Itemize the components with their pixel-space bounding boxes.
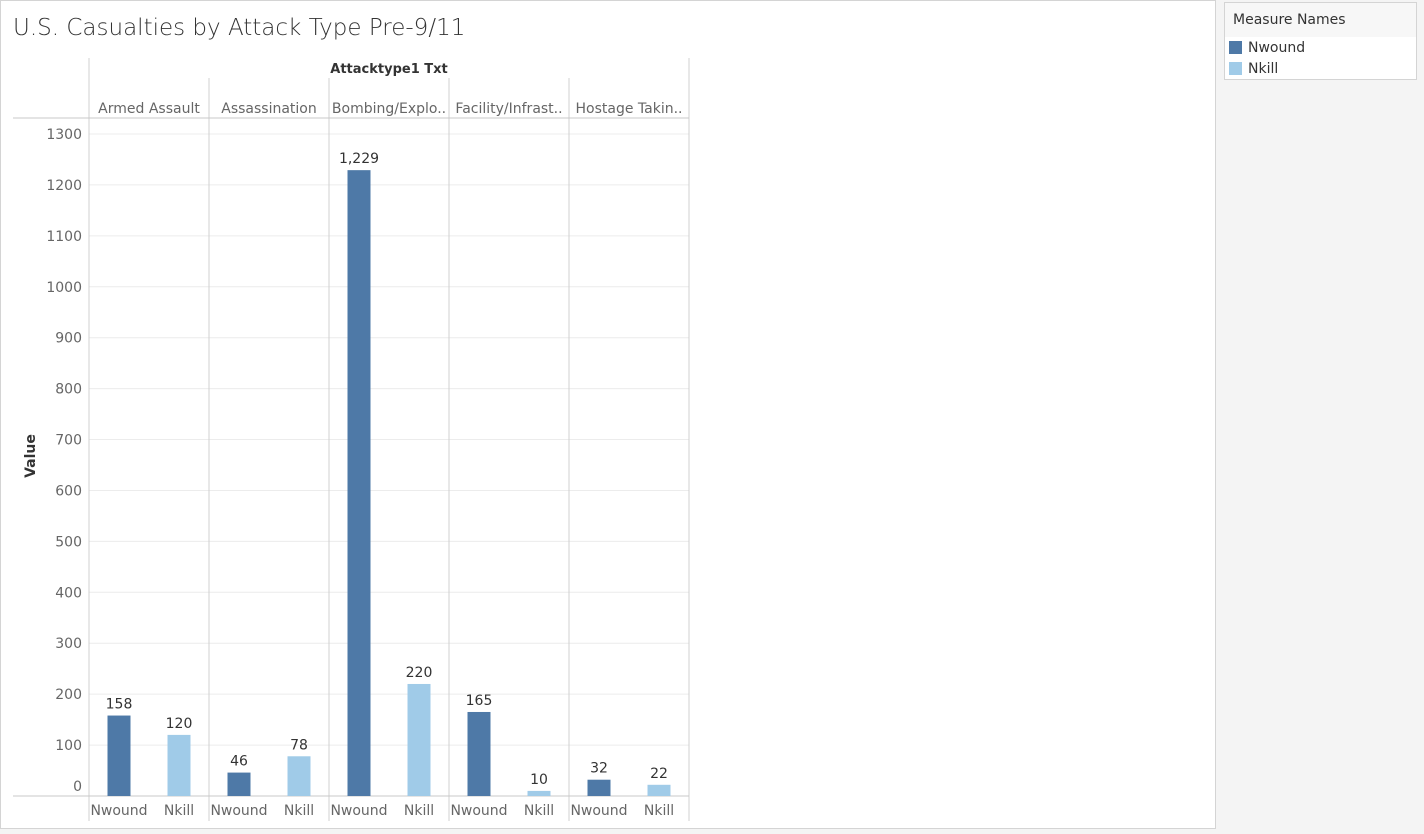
- y-tick-label: 700: [55, 433, 82, 449]
- bar-nkill: [527, 790, 551, 796]
- y-tick-label: 900: [55, 331, 82, 347]
- bar-nkill: [407, 683, 431, 796]
- group-header-label: Armed Assault: [98, 101, 200, 117]
- bar-data-label: 32: [590, 761, 608, 777]
- chart-title: U.S. Casualties by Attack Type Pre-9/11: [13, 15, 466, 41]
- bar-data-label: 22: [650, 766, 668, 782]
- legend-label-nwound: Nwound: [1248, 39, 1306, 56]
- x-tick-label: Nwound: [210, 803, 267, 819]
- legend-label-nkill: Nkill: [1248, 60, 1279, 77]
- bar-data-label: 220: [406, 665, 433, 681]
- y-tick-label: 0: [73, 779, 82, 795]
- group-header-label: Hostage Takin..: [576, 101, 683, 117]
- bar-data-label: 120: [166, 716, 193, 732]
- y-tick-label: 300: [55, 636, 82, 652]
- bar-data-label: 78: [290, 737, 308, 753]
- y-axis-title: Value: [23, 434, 39, 478]
- x-tick-label: Nwound: [330, 803, 387, 819]
- y-tick-label: 1200: [46, 178, 82, 194]
- y-tick-label: 400: [55, 585, 82, 601]
- y-tick-label: 200: [55, 687, 82, 703]
- y-tick-label: 500: [55, 534, 82, 550]
- y-tick-label: 1000: [46, 280, 82, 296]
- group-header-label: Bombing/Explo..: [332, 101, 446, 117]
- y-tick-label: 1300: [46, 127, 82, 143]
- column-header: Attacktype1 Txt: [330, 62, 447, 77]
- x-tick-label: Nwound: [570, 803, 627, 819]
- bar-nwound: [347, 170, 371, 796]
- x-tick-label: Nkill: [404, 803, 434, 819]
- bar-data-label: 46: [230, 754, 248, 770]
- bar-chart: Attacktype1 Txt 0 100 200 300 400 500 600 700 800…: [13, 58, 690, 821]
- bar-nkill: [287, 756, 311, 796]
- legend-swatch-nkill: [1229, 62, 1242, 75]
- group-header-label: Facility/Infrast..: [455, 101, 562, 117]
- group-header-label: Assassination: [221, 101, 317, 117]
- bar-nkill: [647, 784, 671, 796]
- bar-nwound: [587, 779, 611, 796]
- x-tick-label: Nkill: [644, 803, 674, 819]
- bar-nkill: [167, 734, 191, 796]
- y-tick-label: 600: [55, 483, 82, 499]
- y-tick-label: 800: [55, 382, 82, 398]
- x-tick-label: Nkill: [524, 803, 554, 819]
- legend[interactable]: Measure Names Nwound Nkill: [1224, 2, 1417, 80]
- legend-swatch-nwound: [1229, 41, 1242, 54]
- bar-data-label: 158: [106, 697, 133, 713]
- x-tick-label: Nwound: [90, 803, 147, 819]
- y-tick-label: 100: [55, 738, 82, 754]
- x-tick-label: Nwound: [450, 803, 507, 819]
- bar-nwound: [467, 711, 491, 796]
- legend-item-nwound[interactable]: Nwound: [1225, 37, 1416, 58]
- x-tick-label: Nkill: [164, 803, 194, 819]
- bar-nwound: [227, 772, 251, 796]
- legend-item-nkill[interactable]: Nkill: [1225, 58, 1416, 79]
- dashboard-canvas: U.S. Casualties by Attack Type Pre-9/11 …: [0, 0, 1216, 829]
- bar-data-label: 1,229: [339, 151, 379, 167]
- y-tick-label: 1100: [46, 229, 82, 245]
- bar-data-label: 10: [530, 772, 548, 788]
- legend-title: Measure Names: [1225, 3, 1416, 37]
- bar-nwound: [107, 715, 131, 796]
- x-tick-label: Nkill: [284, 803, 314, 819]
- bar-data-label: 165: [466, 693, 493, 709]
